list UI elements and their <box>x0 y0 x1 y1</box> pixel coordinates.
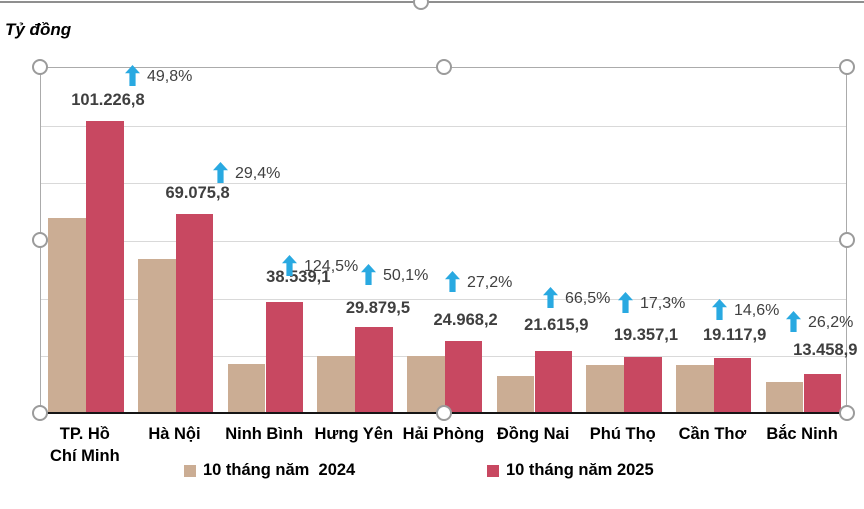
growth-percent-label: 14,6% <box>734 302 780 319</box>
bar-2024-7[interactable] <box>676 364 714 413</box>
up-arrow-icon <box>786 311 801 337</box>
up-arrow-icon <box>618 292 633 318</box>
growth-annotation-5: 66,5% <box>543 287 610 313</box>
selection-handle-plot-mid-right[interactable] <box>839 232 855 248</box>
gridline <box>41 183 846 185</box>
value-label-2025-3: 29.879,5 <box>345 298 411 317</box>
x-axis-label-5: Đồng Nai <box>496 425 570 443</box>
legend-swatch-icon <box>487 464 499 477</box>
bar-2024-1[interactable] <box>138 259 176 413</box>
bar-2025-4[interactable] <box>444 341 483 413</box>
bar-2024-4[interactable] <box>407 356 445 413</box>
selection-handle-plot-mid-left[interactable] <box>32 232 48 248</box>
up-arrow-icon <box>125 65 140 91</box>
x-axis-label-3: Hưng Yên <box>314 425 394 443</box>
value-label-2025-8: 13.458,9 <box>793 341 858 360</box>
x-axis-label-4: Hải Phòng <box>402 425 485 443</box>
up-arrow-icon <box>543 287 558 313</box>
x-axis-label-7: Cần Thơ <box>678 425 747 443</box>
legend-item-2024[interactable]: 10 tháng năm 2024 <box>184 461 355 480</box>
bar-2024-3[interactable] <box>317 355 355 413</box>
growth-annotation-1: 29,4% <box>213 162 280 188</box>
legend-swatch-icon <box>184 464 196 477</box>
bar-2025-6[interactable] <box>624 357 662 413</box>
growth-percent-label: 26,2% <box>808 314 854 331</box>
selection-handle-plot-bottom-center[interactable] <box>435 405 452 421</box>
growth-percent-label: 27,2% <box>467 274 513 291</box>
x-axis-label-0: TP. Hồ Chí Minh <box>50 425 120 465</box>
up-arrow-icon <box>282 255 297 281</box>
growth-annotation-3: 50,1% <box>361 264 428 290</box>
bar-2025-5[interactable] <box>534 350 573 413</box>
growth-annotation-7: 14,6% <box>712 299 779 325</box>
x-axis-labels: TP. Hồ Chí Minh Hà Nội Ninh Bình Hưng Yên Hả… <box>40 423 847 467</box>
growth-percent-label: 124,5% <box>304 258 359 275</box>
plot-area[interactable]: 101.226,8 69.075,8 38.539,1 29.879,5 24.968,… <box>40 67 857 413</box>
value-label-2025-5: 21.615,9 <box>524 315 589 334</box>
up-arrow-icon <box>213 162 228 188</box>
selection-handle-plot-top-center[interactable] <box>435 59 452 75</box>
growth-annotation-2: 124,5% <box>282 255 358 281</box>
growth-percent-label: 50,1% <box>383 267 429 284</box>
growth-percent-label: 66,5% <box>565 290 611 307</box>
y-axis-unit-label: Tỷ đồng <box>5 20 72 39</box>
selection-handle-plot-bottom-left[interactable] <box>32 405 48 421</box>
x-axis-label-2: Ninh Bình <box>225 425 304 443</box>
bar-2025-0[interactable] <box>86 121 124 413</box>
gridline <box>41 241 846 242</box>
selection-handle-plot-top-right[interactable] <box>839 59 855 75</box>
bar-2024-2[interactable] <box>227 363 266 413</box>
growth-percent-label: 29,4% <box>235 165 281 182</box>
selection-handle-plot-top-left[interactable] <box>32 59 48 75</box>
gridline <box>41 298 846 300</box>
growth-annotation-4: 27,2% <box>445 271 512 297</box>
value-label-2025-1: 69.075,8 <box>165 183 230 202</box>
legend-label: 10 tháng năm 2024 <box>203 461 356 479</box>
value-label-2025-4: 24.968,2 <box>433 311 498 330</box>
growth-percent-label: 17,3% <box>640 295 686 312</box>
legend-label: 10 tháng năm 2025 <box>506 461 654 479</box>
bar-2024-5[interactable] <box>496 375 535 413</box>
selection-handle-outer-top-center[interactable] <box>413 0 429 10</box>
up-arrow-icon <box>361 264 376 290</box>
bar-2025-3[interactable] <box>355 326 393 413</box>
x-axis-label-8: Bắc Ninh <box>766 425 838 443</box>
up-arrow-icon <box>445 271 460 297</box>
value-label-2025-2: 38.539,1 <box>266 267 331 286</box>
up-arrow-icon <box>712 299 727 325</box>
value-label-2025-6: 19.357,1 <box>613 326 679 345</box>
growth-annotation-8: 26,2% <box>786 311 853 337</box>
growth-percent-label: 49,8% <box>147 68 193 85</box>
value-label-2025-7: 19.117,9 <box>702 325 767 344</box>
bar-2024-8[interactable] <box>765 382 804 413</box>
bar-2025-1[interactable] <box>175 213 214 413</box>
chart-object-selection-border-top <box>0 1 864 3</box>
x-axis-label-6: Phú Thọ <box>589 425 656 443</box>
bar-2024-6[interactable] <box>586 365 624 413</box>
bar-2024-0[interactable] <box>48 218 86 413</box>
selection-handle-plot-bottom-right[interactable] <box>839 405 855 421</box>
growth-annotation-6: 17,3% <box>618 292 685 318</box>
gridline <box>41 125 846 127</box>
bar-2025-7[interactable] <box>713 357 752 413</box>
bar-2025-8[interactable] <box>803 374 842 413</box>
x-axis-label-1: Hà Nội <box>148 425 201 443</box>
value-label-2025-0: 101.226,8 <box>71 91 145 110</box>
legend-item-2025[interactable]: 10 tháng năm 2025 <box>487 461 654 480</box>
bar-2025-2[interactable] <box>265 301 304 413</box>
growth-annotation-0: 49,8% <box>125 65 192 91</box>
